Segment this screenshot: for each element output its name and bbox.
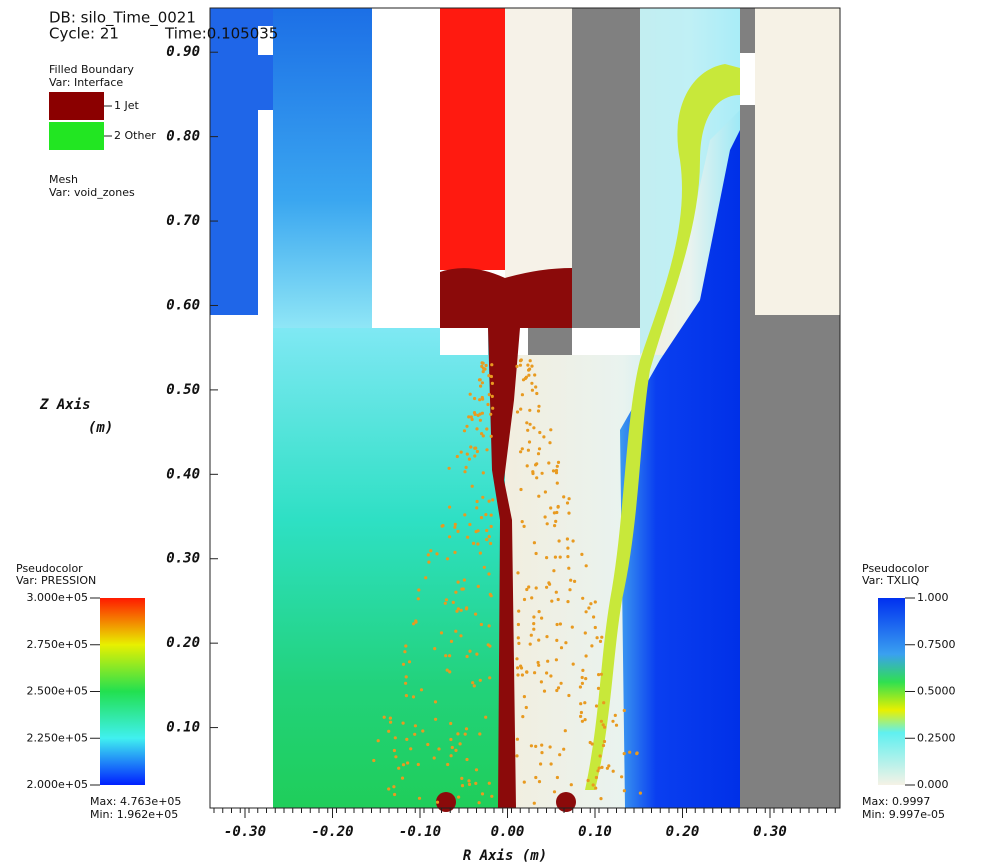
x-tick-label: -0.10: [399, 824, 441, 840]
y-tick-label: 0.40: [166, 466, 200, 482]
colorbar-tick-label: 2.500e+05: [27, 685, 88, 698]
y-tick-label: 0.60: [166, 297, 200, 313]
colorbar-tick-label: 2.000e+05: [27, 778, 88, 791]
pressure-max: Max: 4.763e+05: [90, 795, 181, 808]
pressure-colorbar: [100, 598, 145, 785]
mesh-var: Var: void_zones: [49, 186, 135, 199]
pressure-title: Pseudocolor: [16, 562, 83, 575]
txliq-min: Min: 9.997e-05: [862, 808, 945, 821]
plot-frame: [209, 7, 841, 809]
boundary-swatch: [49, 92, 104, 120]
boundary-item-label: 1 Jet: [114, 99, 140, 112]
x-axis-title: R Axis (m): [463, 848, 547, 864]
x-tick-label: 0.10: [578, 824, 612, 840]
txliq-colorbar: [878, 598, 905, 785]
cycle-label: Cycle: 21: [49, 25, 119, 43]
colorbar-tick-label: 0.000: [917, 778, 949, 791]
boundary-swatch: [49, 122, 104, 150]
colorbar-tick-label: 2.250e+05: [27, 731, 88, 744]
colorbar-tick-label: 3.000e+05: [27, 591, 88, 604]
y-tick-label: 0.80: [166, 129, 200, 145]
x-tick-label: 0.00: [491, 824, 525, 840]
y-tick-label: 0.30: [166, 551, 200, 567]
y-tick-label: 0.70: [166, 213, 200, 229]
txliq-max: Max: 0.9997: [862, 795, 930, 808]
pressure-var: Var: PRESSION: [16, 574, 96, 587]
colorbar-tick-label: 1.000: [917, 591, 949, 604]
y-tick-label: 0.90: [166, 44, 200, 60]
x-tick-label: -0.30: [224, 824, 266, 840]
y-tick-label: 0.20: [166, 635, 200, 651]
pressure-min: Min: 1.962e+05: [90, 808, 178, 821]
colorbar-tick-label: 0.7500: [917, 638, 956, 651]
colorbar-tick-label: 0.5000: [917, 685, 956, 698]
mesh-title: Mesh: [49, 173, 78, 186]
time-label: Time:0.105035: [164, 25, 278, 43]
boundary-var: Var: Interface: [49, 76, 123, 89]
boundary-title: Filled Boundary: [49, 63, 134, 76]
txliq-title: Pseudocolor: [862, 562, 929, 575]
x-tick-label: -0.20: [311, 824, 353, 840]
y-axis-title: Z Axis: [39, 397, 91, 413]
txliq-var: Var: TXLIQ: [862, 574, 920, 587]
x-tick-label: 0.20: [666, 824, 700, 840]
boundary-item-label: 2 Other: [114, 129, 156, 142]
colorbar-tick-label: 0.2500: [917, 731, 956, 744]
field: [210, 8, 840, 812]
y-tick-label: 0.10: [166, 720, 200, 736]
y-tick-label: 0.50: [166, 382, 200, 398]
colorbar-tick-label: 2.750e+05: [27, 638, 88, 651]
y-axis-unit: (m): [88, 420, 113, 436]
database-label: DB: silo_Time_0021: [49, 9, 196, 28]
x-tick-label: 0.30: [753, 824, 787, 840]
